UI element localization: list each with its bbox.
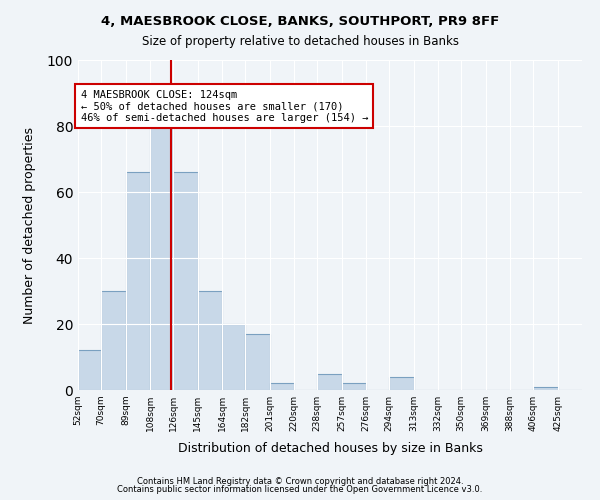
Bar	[341, 384, 366, 390]
Text: 4, MAESBROOK CLOSE, BANKS, SOUTHPORT, PR9 8FF: 4, MAESBROOK CLOSE, BANKS, SOUTHPORT, PR…	[101, 15, 499, 28]
Bar	[197, 291, 222, 390]
Bar	[245, 334, 269, 390]
Bar	[222, 324, 245, 390]
Text: Contains public sector information licensed under the Open Government Licence v3: Contains public sector information licen…	[118, 485, 482, 494]
Bar	[269, 384, 294, 390]
Bar	[317, 374, 341, 390]
Bar	[101, 291, 125, 390]
Bar	[150, 113, 173, 390]
Bar	[389, 377, 413, 390]
Bar	[173, 172, 197, 390]
Text: Size of property relative to detached houses in Banks: Size of property relative to detached ho…	[142, 35, 458, 48]
Text: Contains HM Land Registry data © Crown copyright and database right 2024.: Contains HM Land Registry data © Crown c…	[137, 477, 463, 486]
X-axis label: Distribution of detached houses by size in Banks: Distribution of detached houses by size …	[178, 442, 482, 456]
Bar	[125, 172, 150, 390]
Bar	[78, 350, 101, 390]
Bar	[533, 386, 557, 390]
Text: 4 MAESBROOK CLOSE: 124sqm
← 50% of detached houses are smaller (170)
46% of semi: 4 MAESBROOK CLOSE: 124sqm ← 50% of detac…	[80, 90, 368, 123]
Y-axis label: Number of detached properties: Number of detached properties	[23, 126, 35, 324]
